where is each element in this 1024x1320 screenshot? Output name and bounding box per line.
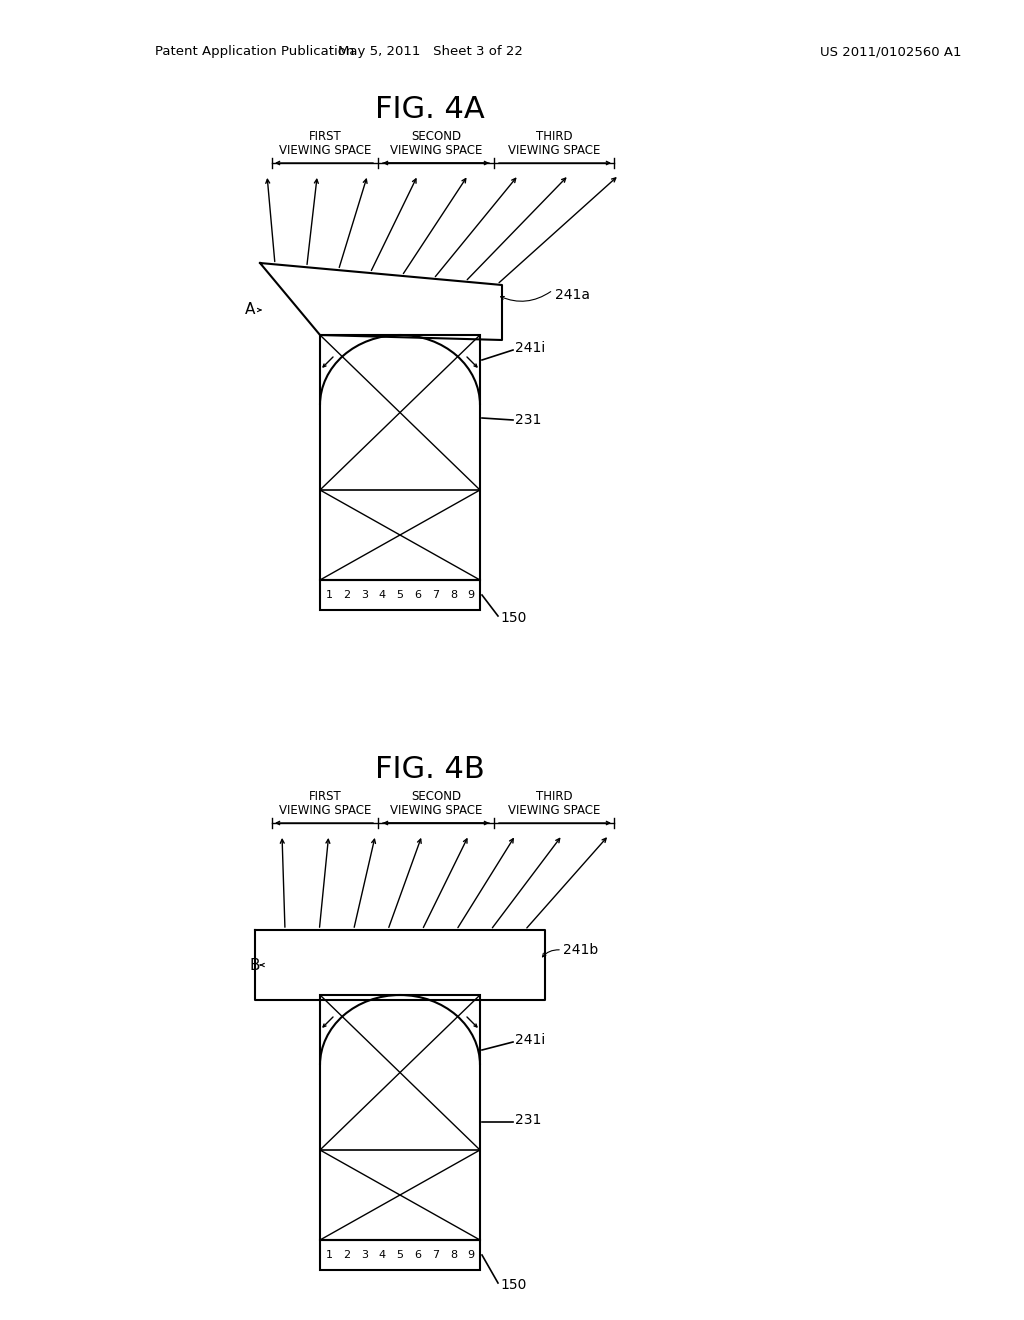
Text: VIEWING SPACE: VIEWING SPACE xyxy=(390,144,482,157)
Text: 241b: 241b xyxy=(563,942,598,957)
Text: 2: 2 xyxy=(343,1250,350,1261)
Text: VIEWING SPACE: VIEWING SPACE xyxy=(508,144,600,157)
Text: 2: 2 xyxy=(343,590,350,601)
Text: THIRD: THIRD xyxy=(536,129,572,143)
Bar xyxy=(319,579,480,610)
Text: VIEWING SPACE: VIEWING SPACE xyxy=(279,804,371,817)
Text: 5: 5 xyxy=(396,590,403,601)
Text: 150: 150 xyxy=(500,611,526,624)
Text: FIG. 4A: FIG. 4A xyxy=(375,95,485,124)
Text: 231: 231 xyxy=(515,1113,542,1127)
Bar xyxy=(319,335,480,579)
Text: A: A xyxy=(245,302,255,318)
Text: VIEWING SPACE: VIEWING SPACE xyxy=(279,144,371,157)
Text: VIEWING SPACE: VIEWING SPACE xyxy=(390,804,482,817)
Text: FIRST: FIRST xyxy=(308,129,341,143)
Text: May 5, 2011   Sheet 3 of 22: May 5, 2011 Sheet 3 of 22 xyxy=(338,45,522,58)
Text: 9: 9 xyxy=(468,590,475,601)
Text: 241i: 241i xyxy=(515,341,545,355)
Text: 1: 1 xyxy=(326,590,333,601)
Bar xyxy=(319,995,480,1239)
Text: FIRST: FIRST xyxy=(308,789,341,803)
Text: 4: 4 xyxy=(379,590,386,601)
Text: THIRD: THIRD xyxy=(536,789,572,803)
Text: VIEWING SPACE: VIEWING SPACE xyxy=(508,804,600,817)
Text: 6: 6 xyxy=(415,590,421,601)
Text: 3: 3 xyxy=(360,590,368,601)
Text: Patent Application Publication: Patent Application Publication xyxy=(155,45,354,58)
Text: FIG. 4B: FIG. 4B xyxy=(375,755,485,784)
Text: 7: 7 xyxy=(432,1250,439,1261)
Text: 8: 8 xyxy=(450,590,457,601)
Text: SECOND: SECOND xyxy=(411,129,461,143)
Text: 6: 6 xyxy=(415,1250,421,1261)
Text: 8: 8 xyxy=(450,1250,457,1261)
Text: 4: 4 xyxy=(379,1250,386,1261)
Text: B: B xyxy=(250,957,260,973)
Bar xyxy=(319,1239,480,1270)
Text: 241a: 241a xyxy=(555,288,590,302)
Text: 9: 9 xyxy=(468,1250,475,1261)
Text: 231: 231 xyxy=(515,413,542,426)
Text: SECOND: SECOND xyxy=(411,789,461,803)
Text: 241i: 241i xyxy=(515,1034,545,1047)
Text: 3: 3 xyxy=(360,1250,368,1261)
Text: US 2011/0102560 A1: US 2011/0102560 A1 xyxy=(820,45,962,58)
Text: 1: 1 xyxy=(326,1250,333,1261)
Text: 5: 5 xyxy=(396,1250,403,1261)
Text: 150: 150 xyxy=(500,1278,526,1292)
Text: 7: 7 xyxy=(432,590,439,601)
